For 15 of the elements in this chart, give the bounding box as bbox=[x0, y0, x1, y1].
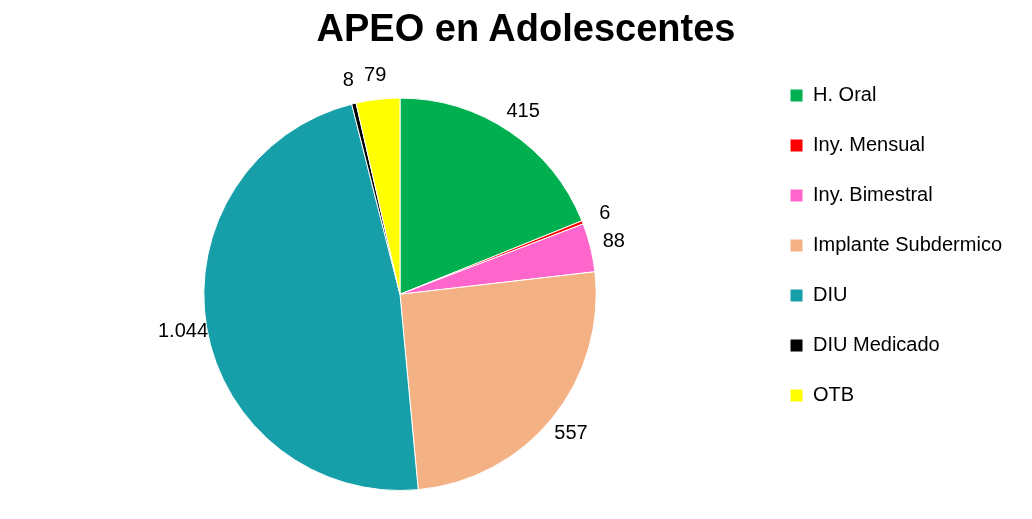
data-label: 415 bbox=[506, 99, 540, 122]
data-label: 6 bbox=[599, 201, 611, 224]
legend-label: H. Oral bbox=[813, 83, 877, 106]
data-label: 557 bbox=[554, 420, 588, 443]
legend-label: OTB bbox=[813, 383, 855, 406]
data-label: 88 bbox=[602, 229, 625, 252]
legend-label: Iny. Bimestral bbox=[813, 183, 933, 206]
legend-label: DIU Medicado bbox=[813, 333, 940, 356]
legend-label: Implante Subdermico bbox=[813, 233, 1002, 256]
data-label: 8 bbox=[342, 67, 354, 90]
legend-label: DIU bbox=[813, 283, 848, 306]
data-label: 1.044 bbox=[157, 319, 209, 342]
chart-title: APEO en Adolescentes bbox=[316, 7, 736, 50]
data-label: 79 bbox=[364, 63, 387, 86]
legend-label: Iny. Mensual bbox=[813, 133, 925, 156]
